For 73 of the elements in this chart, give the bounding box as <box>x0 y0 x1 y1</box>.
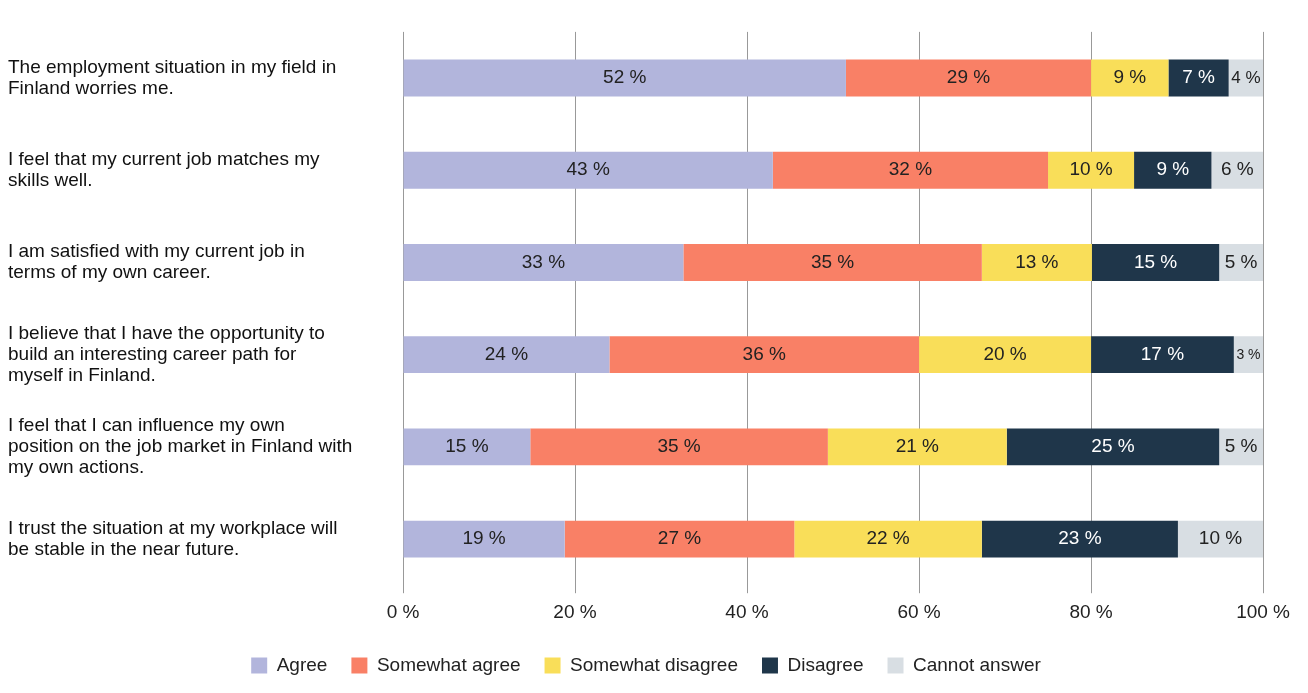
data-label: 35 % <box>810 250 855 272</box>
data-label: 17 % <box>1140 342 1185 364</box>
bar <box>1168 59 1229 97</box>
data-label: 32 % <box>888 158 933 180</box>
bar <box>530 428 828 466</box>
data-label: 6 % <box>1220 158 1254 180</box>
x-tick-label: 60 % <box>897 600 941 622</box>
bar <box>827 428 1007 466</box>
bar <box>981 244 1092 281</box>
data-label: 22 % <box>866 527 910 549</box>
x-tick-label: 20 % <box>553 600 597 622</box>
legend-label: Agree <box>276 653 328 675</box>
bar <box>1177 520 1264 558</box>
data-label: 24 % <box>484 342 529 364</box>
bar <box>794 520 982 558</box>
data-label: 36 % <box>742 342 786 364</box>
bar <box>403 428 531 466</box>
data-label: 33 % <box>521 250 566 272</box>
legend-label: Disagree <box>787 653 864 675</box>
y-tick-label: I feel that my current job matches my skills well. <box>8 148 321 190</box>
data-label: 29 % <box>946 66 991 88</box>
bar <box>564 520 795 558</box>
data-label: 21 % <box>895 435 940 457</box>
data-label: 43 % <box>566 158 610 180</box>
y-tick-label: I believe that I have the opportunity to build an interesting career path for myself in Finland. <box>8 321 325 385</box>
bar <box>845 59 1092 97</box>
data-label: 13 % <box>1015 250 1059 272</box>
data-label: 7 % <box>1182 66 1216 88</box>
bar <box>1091 336 1234 374</box>
data-label: 10 % <box>1198 527 1243 549</box>
data-label: 3 % <box>1236 345 1261 362</box>
y-tick-label: The employment situation in my field in Finland worries me. <box>8 55 337 98</box>
data-label: 52 % <box>603 66 647 88</box>
x-tick-label: 0 % <box>386 600 420 622</box>
bar <box>403 520 565 558</box>
bar <box>609 336 920 374</box>
bar <box>403 59 846 97</box>
bar <box>919 336 1092 374</box>
y-tick-label: I feel that I can influence my own position on the job market in Finland with my own actions. <box>8 414 353 478</box>
x-tick-label: 40 % <box>725 600 769 622</box>
bar <box>1048 151 1135 189</box>
x-tick-label: 80 % <box>1069 600 1113 622</box>
bar <box>1091 59 1169 97</box>
bar <box>403 336 610 374</box>
bar <box>1006 428 1220 466</box>
y-tick-label: I am satisfied with my current job in terms of my own career. <box>8 240 305 283</box>
bar <box>403 151 773 189</box>
data-label: 15 % <box>1133 250 1178 272</box>
data-label: 23 % <box>1058 527 1102 549</box>
data-label: 35 % <box>657 435 701 457</box>
legend-label: Somewhat agree <box>376 653 521 675</box>
bar <box>683 244 982 281</box>
bar <box>1134 151 1212 189</box>
legend-label: Somewhat disagree <box>570 653 738 675</box>
data-label: 20 % <box>983 342 1027 364</box>
y-tick-label: I trust the situation at my workplace will be stable in the near future. <box>8 516 338 559</box>
data-label: 9 % <box>1113 66 1147 88</box>
legend-label: Cannot answer <box>913 653 1042 675</box>
data-label: 5 % <box>1224 250 1258 272</box>
bar <box>1091 244 1220 281</box>
data-label: 19 % <box>462 527 506 549</box>
data-label: 4 % <box>1231 67 1261 87</box>
data-label: 9 % <box>1156 158 1190 180</box>
data-label: 10 % <box>1069 158 1113 180</box>
bar <box>981 520 1178 558</box>
data-label: 15 % <box>445 435 489 457</box>
data-label: 27 % <box>657 527 702 549</box>
bar <box>772 151 1049 189</box>
data-label: 5 % <box>1224 435 1258 457</box>
data-label: 25 % <box>1091 435 1135 457</box>
bar <box>403 244 684 281</box>
bar <box>1211 151 1264 189</box>
x-tick-label: 100 % <box>1236 600 1291 622</box>
